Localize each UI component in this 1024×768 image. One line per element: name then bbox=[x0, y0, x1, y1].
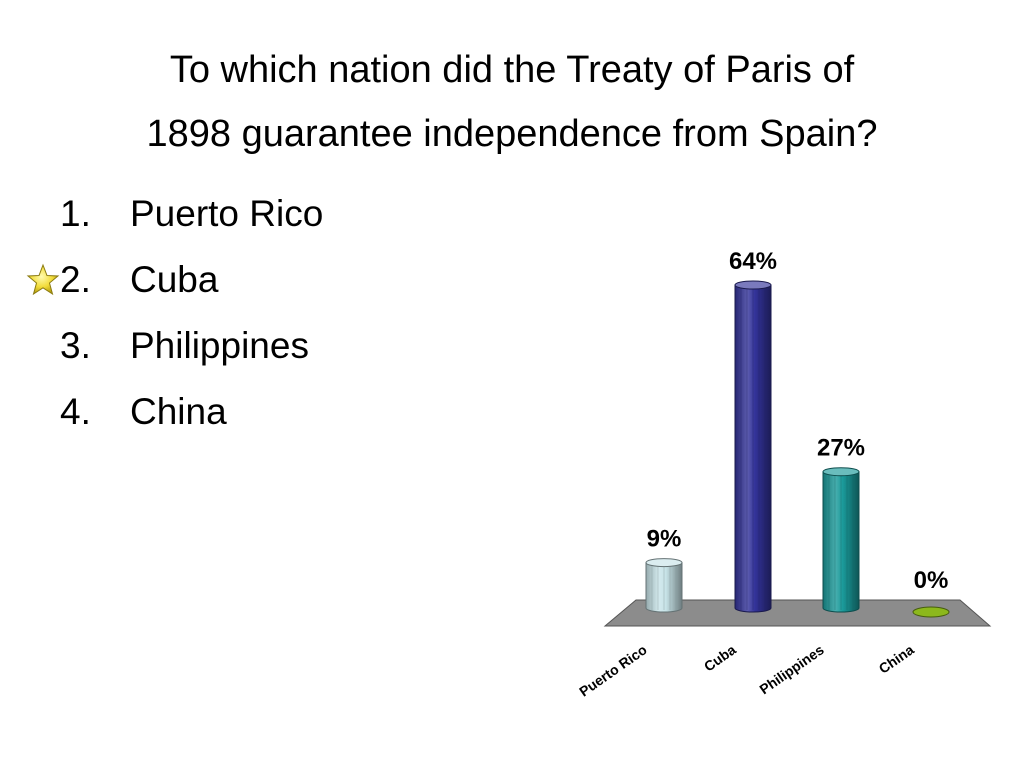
answer-text: Puerto Rico bbox=[130, 193, 324, 234]
category-label: China bbox=[876, 641, 917, 677]
answer-option-3: 3. Philippines bbox=[60, 320, 323, 386]
value-label: 64% bbox=[729, 248, 777, 275]
bar-top bbox=[645, 558, 683, 568]
answer-number: 3. bbox=[60, 325, 91, 366]
answer-option-2: 2. Cuba bbox=[26, 254, 323, 320]
answer-option-4: 4. China bbox=[60, 386, 323, 452]
bar-puerto-rico bbox=[645, 558, 683, 613]
answer-number: 2. bbox=[60, 259, 91, 300]
bar-philippines bbox=[822, 467, 860, 613]
category-label: Philippines bbox=[756, 641, 827, 697]
answer-number: 4. bbox=[60, 391, 91, 432]
value-label: 0% bbox=[914, 567, 949, 594]
value-label: 27% bbox=[817, 435, 865, 462]
chart-floor bbox=[603, 599, 992, 627]
value-label: 9% bbox=[647, 526, 682, 553]
category-label: Cuba bbox=[701, 641, 739, 674]
bar-disc bbox=[912, 606, 950, 618]
bar-cuba bbox=[734, 280, 772, 613]
answer-text: Philippines bbox=[130, 325, 309, 366]
bar-top bbox=[734, 280, 772, 290]
slide-title: To which nation did the Treaty of Paris … bbox=[40, 38, 984, 166]
title-line-1: To which nation did the Treaty of Paris … bbox=[169, 49, 855, 91]
star-icon bbox=[26, 263, 60, 296]
answer-text: China bbox=[130, 391, 227, 432]
answer-list: 1. Puerto Rico 2. Cuba 3. Philippines 4. Chi… bbox=[26, 188, 323, 452]
answer-text: Cuba bbox=[130, 259, 219, 300]
title-line-2: 1898 guarantee independence from Spain? bbox=[146, 113, 878, 155]
category-label: Puerto Rico bbox=[576, 641, 650, 699]
bar-china bbox=[912, 606, 950, 618]
answer-option-1: 1. Puerto Rico bbox=[60, 188, 323, 254]
answer-number: 1. bbox=[60, 193, 91, 234]
bar-top bbox=[822, 467, 860, 477]
